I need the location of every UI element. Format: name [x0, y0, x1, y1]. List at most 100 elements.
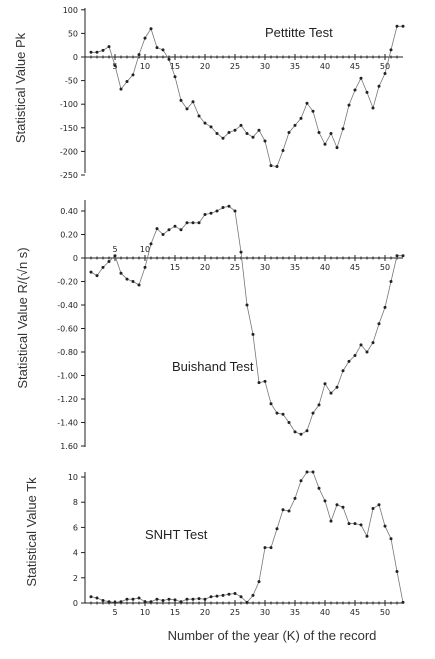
data-point	[143, 600, 147, 604]
data-point	[197, 221, 201, 225]
y-tick-label: 1.60	[60, 442, 78, 451]
data-point	[377, 84, 381, 88]
data-point	[305, 470, 309, 474]
y-tick-label: 0	[73, 254, 78, 263]
data-point	[353, 354, 357, 357]
x-tick-label: 50	[380, 62, 390, 71]
x-tick-label: 45	[350, 608, 360, 617]
data-point	[329, 519, 333, 523]
data-point	[107, 260, 111, 263]
data-point	[227, 131, 231, 134]
y-tick-label: -1.00	[57, 372, 78, 381]
data-point	[155, 597, 159, 601]
data-point	[209, 125, 213, 129]
data-point	[101, 265, 105, 269]
data-point	[317, 131, 321, 134]
y-tick-label: 50	[68, 29, 78, 38]
data-point	[149, 27, 153, 31]
data-point	[287, 509, 291, 513]
data-point	[131, 73, 135, 77]
data-point	[209, 595, 213, 599]
x-tick-label: 40	[320, 62, 330, 71]
data-point	[173, 75, 177, 79]
data-point	[401, 254, 405, 258]
data-point	[155, 227, 159, 231]
data-point	[203, 213, 207, 216]
data-point	[383, 524, 387, 528]
y-tick-label: -100	[60, 100, 78, 109]
data-point	[395, 254, 399, 258]
x-tick-label: 20	[200, 62, 210, 71]
y-tick-label: 0	[73, 599, 78, 608]
data-point	[95, 50, 99, 54]
data-point	[137, 53, 141, 57]
data-point	[347, 359, 351, 363]
data-point	[335, 146, 339, 150]
pettitte-panel: 100500-50-100-150-200-250510152025303540…	[60, 6, 405, 180]
data-point	[161, 48, 165, 52]
data-point	[305, 101, 309, 105]
data-point	[311, 470, 315, 474]
data-point	[389, 280, 393, 283]
x-tick-label: 10	[140, 62, 150, 71]
data-point	[179, 98, 183, 102]
data-point	[191, 221, 195, 225]
x-tick-label: 5	[112, 608, 117, 617]
data-point	[101, 48, 105, 52]
data-point	[143, 36, 147, 40]
series-line	[90, 471, 404, 603]
data-point	[341, 127, 345, 131]
data-point	[293, 123, 297, 127]
data-point	[107, 600, 111, 604]
x-tick-label: 40	[320, 263, 330, 272]
data-point	[293, 496, 297, 500]
data-point	[131, 597, 135, 601]
x-tick-label: 25	[230, 62, 240, 71]
x-tick-label: 25	[230, 608, 240, 617]
data-point	[401, 600, 405, 604]
x-tick-label: 35	[290, 263, 300, 272]
data-point	[311, 109, 315, 113]
data-point	[287, 421, 291, 424]
data-point	[131, 280, 135, 283]
x-tick-label: 5	[112, 245, 117, 254]
y-tick-label: -0.80	[57, 348, 78, 357]
y-tick-label: 10	[68, 473, 78, 482]
data-point	[281, 412, 285, 416]
data-point	[161, 599, 165, 602]
data-point	[209, 211, 213, 215]
x-tick-label: 25	[230, 263, 240, 272]
data-point	[395, 570, 399, 573]
x-tick-label: 20	[200, 263, 210, 272]
x-tick-label: 30	[260, 608, 270, 617]
x-tick-label: 15	[170, 263, 180, 272]
data-point	[173, 598, 177, 602]
data-point	[119, 87, 123, 91]
data-point	[113, 254, 117, 258]
data-point	[197, 597, 201, 601]
y-tick-label: 0	[73, 53, 78, 62]
y-tick-label: -150	[60, 124, 78, 133]
data-point	[365, 90, 369, 94]
data-point	[257, 128, 261, 132]
data-point	[245, 600, 249, 604]
data-point	[203, 597, 207, 601]
data-point	[143, 265, 147, 269]
data-point	[353, 522, 357, 526]
data-point	[299, 116, 303, 120]
data-point	[263, 379, 267, 383]
data-point	[359, 523, 363, 527]
data-point	[137, 283, 141, 287]
y-tick-label: -0.60	[57, 325, 78, 334]
data-point	[173, 224, 177, 228]
x-tick-label: 30	[260, 263, 270, 272]
data-point	[257, 580, 261, 584]
data-point	[191, 100, 195, 104]
x-tick-label: 45	[350, 62, 360, 71]
data-point	[161, 233, 165, 236]
y-tick-label: -250	[60, 171, 78, 180]
y-tick-label: -1.40	[57, 419, 78, 428]
data-point	[293, 430, 297, 434]
y-tick-label: 4	[73, 549, 78, 558]
x-tick-label: 50	[380, 263, 390, 272]
